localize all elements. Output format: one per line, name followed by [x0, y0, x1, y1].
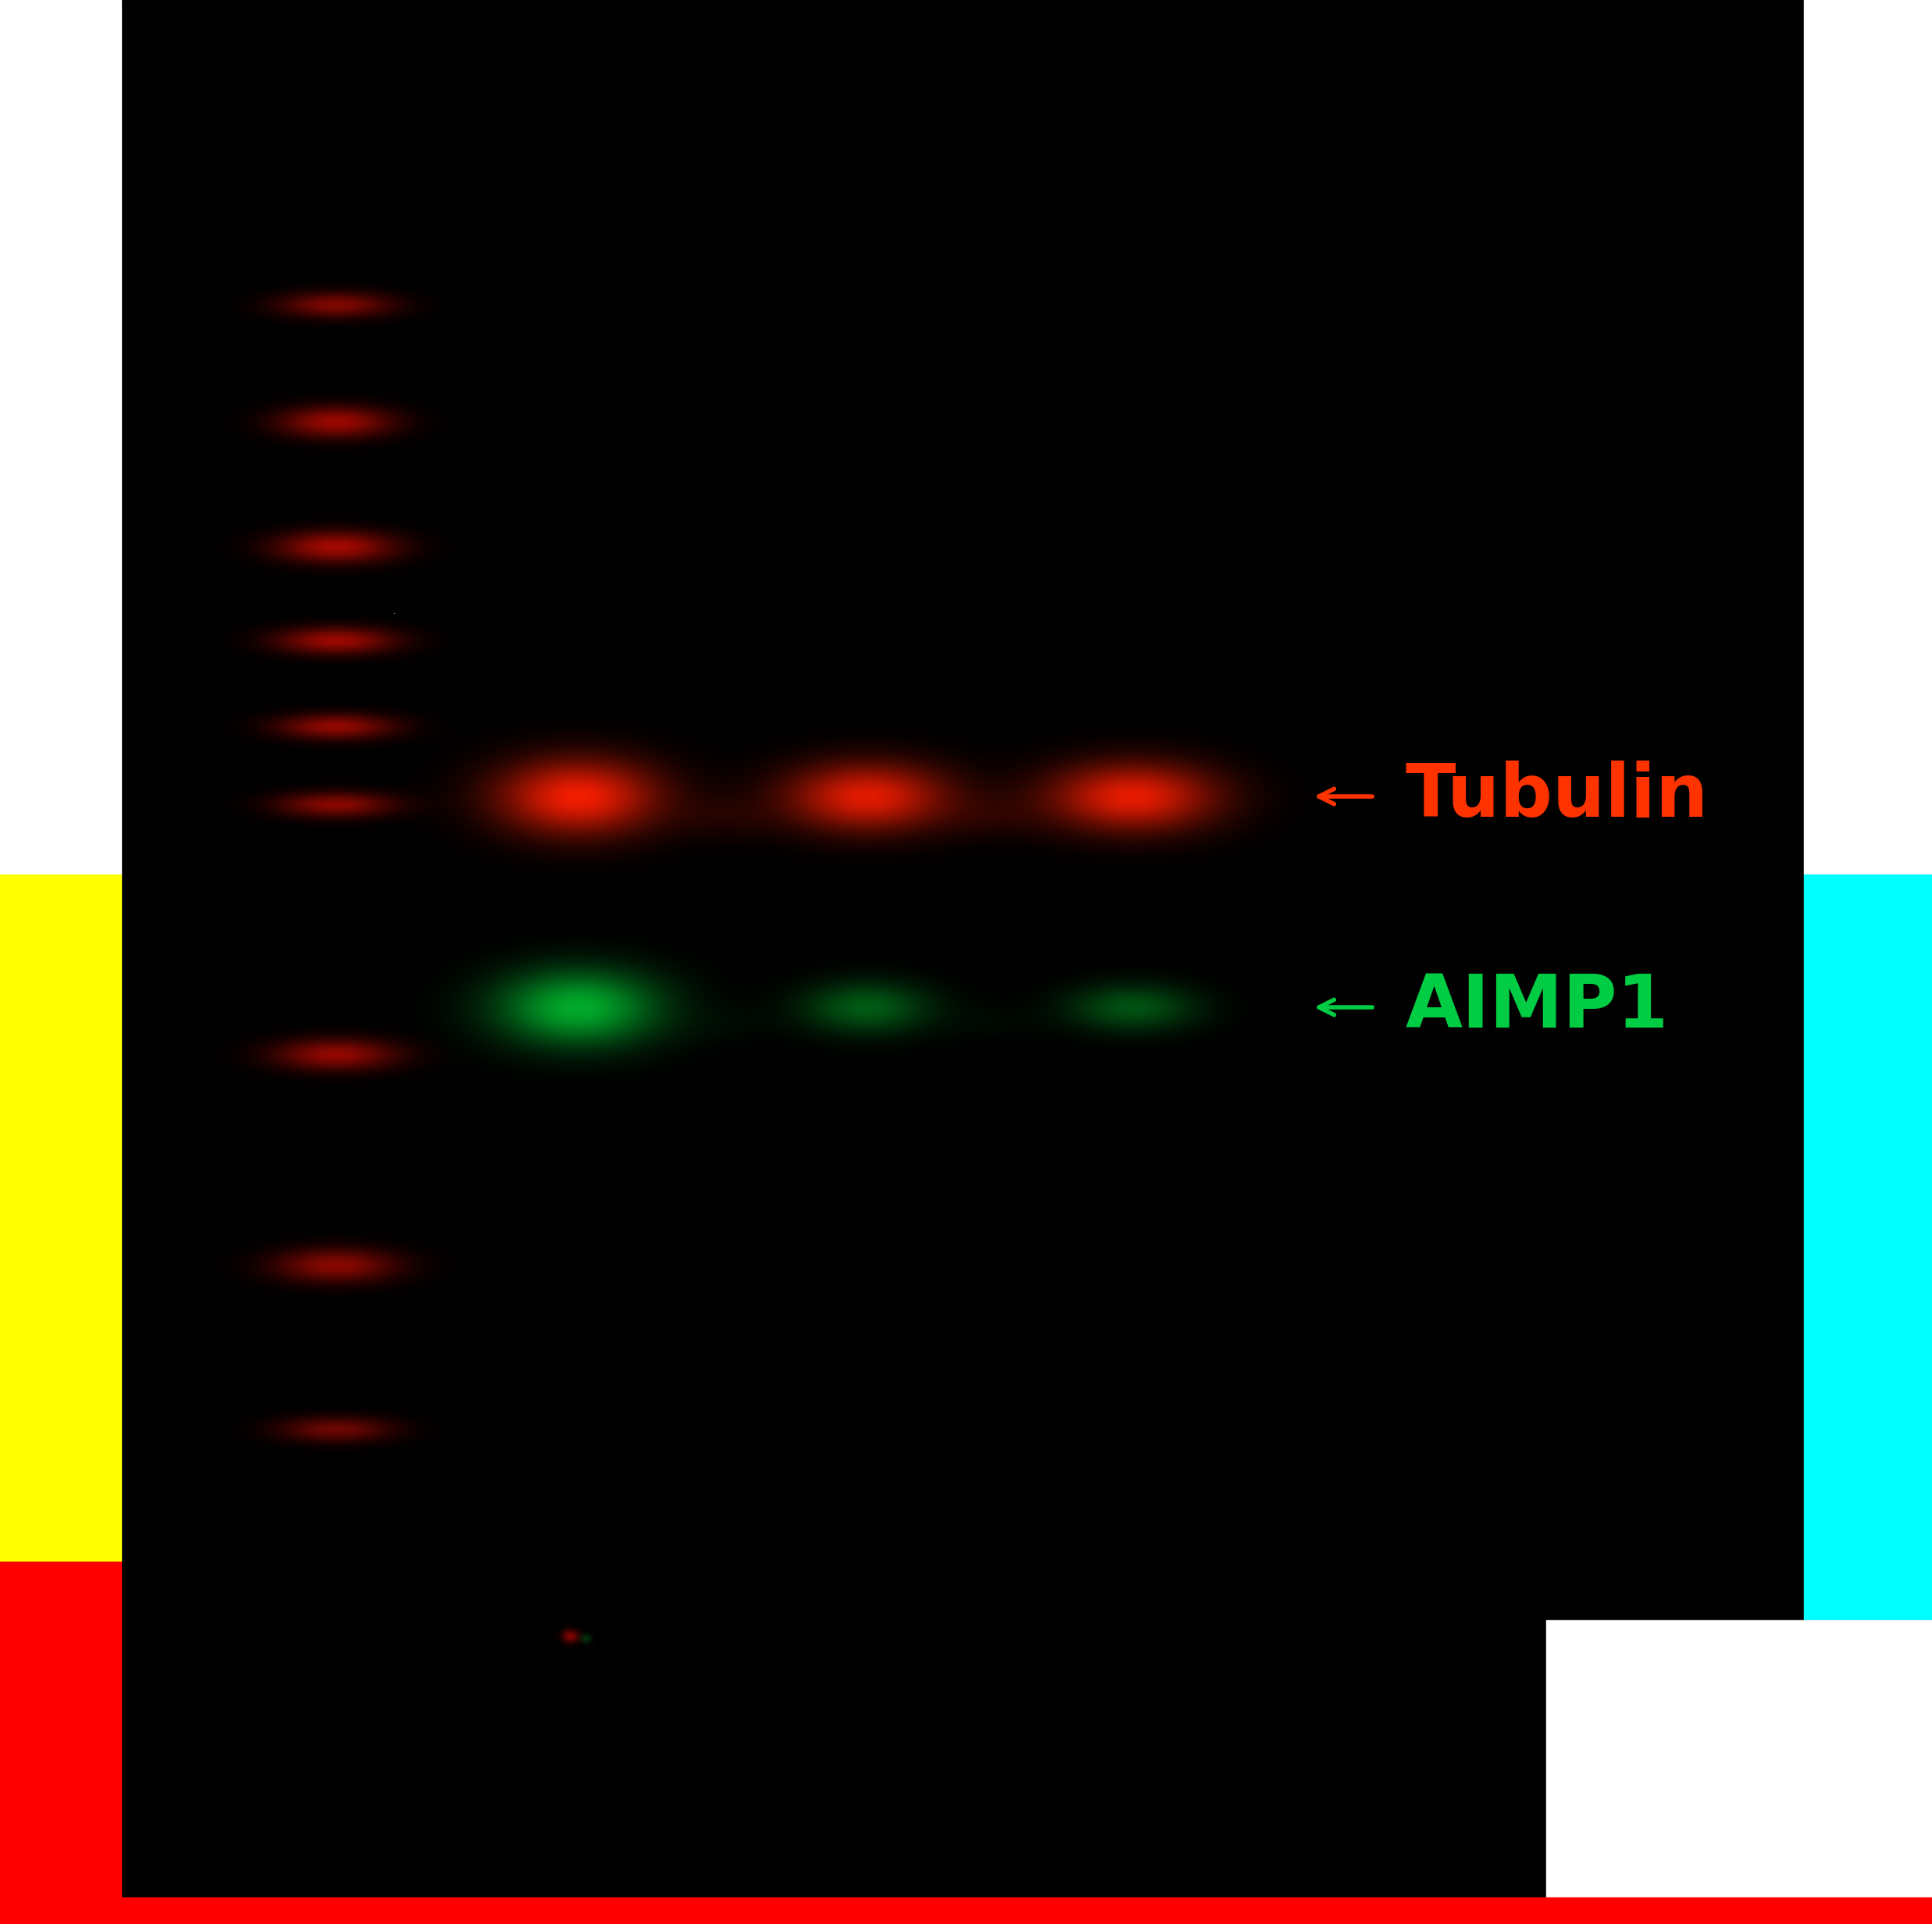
Bar: [1546, 1620, 1932, 1924]
Bar: [0, 1897, 1932, 1924]
Bar: [0, 875, 122, 1562]
Text: Tubulin: Tubulin: [1406, 760, 1708, 833]
Bar: [1804, 875, 1932, 1620]
Bar: [1804, 0, 1932, 875]
Bar: [0, 0, 122, 875]
Bar: [0, 1562, 122, 1924]
Text: AIMP1: AIMP1: [1406, 972, 1669, 1043]
